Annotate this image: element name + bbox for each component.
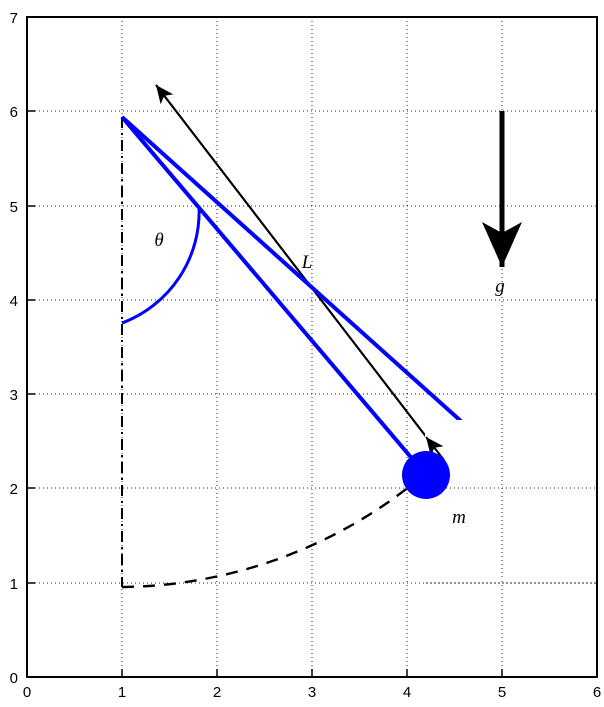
- y-tick-label-2: 2: [10, 481, 18, 498]
- x-tick-label-1: 1: [118, 684, 126, 701]
- y-tick-label-1: 1: [10, 576, 18, 593]
- angle-label: θ: [154, 230, 163, 251]
- grid-horizontal: [27, 110, 597, 584]
- y-tick-label-3: 3: [10, 387, 18, 404]
- y-tick-label-4: 4: [10, 293, 18, 310]
- y-tick-marks: [27, 110, 35, 584]
- x-tick-label-4: 4: [403, 684, 411, 701]
- x-tick-label-3: 3: [308, 684, 316, 701]
- gravity-label: g: [495, 276, 505, 297]
- x-tick-label-6: 6: [593, 684, 601, 701]
- angle-arc: [121, 205, 201, 325]
- length-arrow-lower: [155, 84, 445, 461]
- bob-mass: [402, 451, 450, 499]
- x-tick-label-0: 0: [23, 684, 31, 701]
- grid-overlay-repair: [426, 420, 597, 584]
- y-tick-label-7: 7: [10, 10, 18, 27]
- swing-trajectory-arc: [121, 472, 427, 589]
- x-tick-marks: [121, 669, 503, 677]
- x-tick-label-2: 2: [213, 684, 221, 701]
- y-tick-label-6: 6: [10, 104, 18, 121]
- rod-clip-mask: [425, 420, 604, 580]
- pendulum-rod-visible: [120, 115, 428, 477]
- y-tick-label-5: 5: [10, 199, 18, 216]
- length-label: L: [301, 252, 313, 273]
- x-tick-label-5: 5: [498, 684, 506, 701]
- mass-label: m: [452, 507, 466, 528]
- pendulum-rod: [120, 115, 523, 477]
- length-arrow-head-repair: [425, 436, 445, 461]
- y-tick-label-0: 0: [10, 670, 18, 687]
